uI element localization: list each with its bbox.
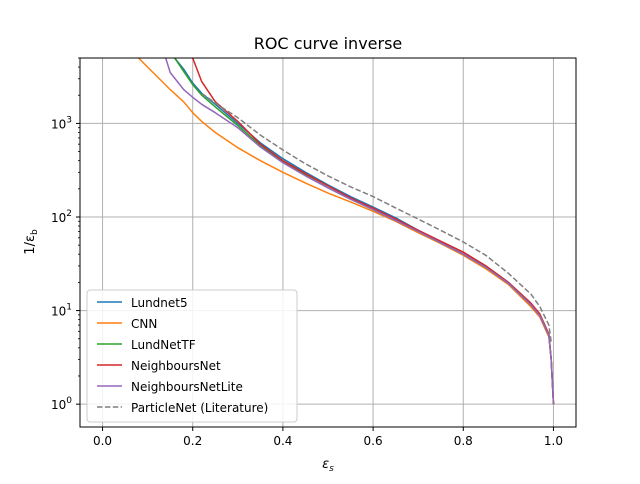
x-tick-label: 0.2	[183, 434, 202, 448]
plot-area	[138, 58, 555, 405]
legend-label-4: NeighboursNetLite	[131, 380, 243, 394]
y-tick-label: 102	[51, 209, 72, 225]
y-tick-label-base: 10	[51, 305, 66, 319]
y-tick-label: 101	[51, 303, 72, 319]
x-tick-label: 0.6	[364, 434, 383, 448]
y-tick-label-exponent: 1	[66, 303, 72, 313]
plot-frame	[79, 57, 577, 428]
series-line-1	[138, 58, 555, 405]
y-axis-label-main: 1/ε	[23, 235, 38, 255]
x-axis-label: εs	[322, 457, 334, 474]
x-tick-label: 0.0	[93, 434, 112, 448]
y-tick-label: 103	[51, 115, 72, 131]
x-tick-label: 0.8	[454, 434, 473, 448]
y-tick-label-base: 10	[51, 398, 66, 412]
x-axis-label-sub: s	[329, 464, 334, 474]
y-axis-label: 1/εb	[23, 229, 40, 255]
series-line-4	[164, 58, 555, 405]
y-tick-label-base: 10	[51, 211, 66, 225]
x-axis-label-main: ε	[322, 457, 329, 472]
y-tick-label: 100	[51, 396, 72, 412]
x-tick-label: 0.4	[273, 434, 292, 448]
legend-label-3: NeighboursNet	[131, 359, 221, 373]
legend-label-0: Lundnet5	[131, 296, 188, 310]
y-axis-label-sub: b	[30, 229, 40, 235]
series-lines	[138, 58, 555, 405]
y-tick-label-exponent: 0	[66, 396, 72, 406]
legend-label-2: LundNetTF	[131, 338, 196, 352]
legend: Lundnet5 CNN LundNetTF NeighboursNet Neighbo…	[86, 289, 298, 423]
series-line-5	[201, 92, 552, 343]
chart-title: ROC curve inverse	[254, 34, 403, 53]
x-tick-label: 1.0	[544, 434, 563, 448]
y-tick-label-exponent: 2	[66, 209, 72, 219]
y-tick-label-exponent: 3	[66, 115, 72, 125]
legend-box	[86, 289, 298, 423]
y-tick-label-base: 10	[51, 117, 66, 131]
series-line-3	[191, 58, 555, 405]
legend-label-5: ParticleNet (Literature)	[131, 401, 268, 415]
legend-label-1: CNN	[131, 317, 157, 331]
